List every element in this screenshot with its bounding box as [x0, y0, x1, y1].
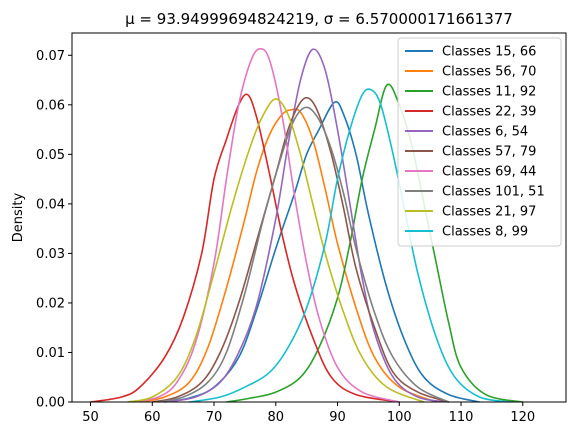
- y-tick-label: 0.04: [36, 197, 65, 212]
- x-tick-label: 60: [144, 410, 161, 425]
- y-tick-label: 0.03: [36, 247, 65, 262]
- x-tick-label: 80: [268, 410, 285, 425]
- series-line-5: [164, 48, 449, 403]
- legend-label: Classes 56, 70: [442, 65, 536, 80]
- series-line-4: [90, 93, 400, 403]
- series-line-10: [189, 88, 511, 403]
- x-tick-label: 90: [329, 410, 346, 425]
- series-line-1: [164, 101, 480, 403]
- y-tick-label: 0.02: [36, 296, 65, 311]
- legend-label: Classes 57, 79: [442, 145, 536, 160]
- x-tick-label: 120: [510, 410, 535, 425]
- x-tick-label: 70: [206, 410, 223, 425]
- y-axis-label: Density: [11, 192, 26, 242]
- x-tick-label: 110: [449, 410, 474, 425]
- series-line-8: [158, 106, 450, 403]
- legend-label: Classes 11, 92: [442, 85, 536, 100]
- series-line-7: [133, 47, 400, 403]
- legend-label: Classes 22, 39: [442, 105, 536, 120]
- y-tick-label: 0.00: [36, 396, 65, 411]
- chart-title: μ = 93.94999694824219, σ = 6.57000017166…: [125, 10, 513, 28]
- series-line-9: [127, 98, 425, 403]
- legend-label: Classes 6, 54: [442, 125, 528, 140]
- plot-series: [90, 47, 523, 403]
- legend: Classes 15, 66 Classes 56, 70 Classes 11, …: [397, 37, 562, 247]
- x-tick-label: 50: [82, 410, 99, 425]
- legend-label: Classes 101, 51: [442, 185, 545, 200]
- series-line-6: [152, 96, 449, 403]
- x-axis: 50 60 70 80 90 100 110 120: [82, 402, 535, 425]
- plot-frame: [71, 32, 567, 403]
- legend-label: Classes 8, 99: [442, 225, 528, 240]
- y-tick-label: 0.05: [36, 148, 65, 163]
- y-axis: 0.00 0.01 0.02 0.03 0.04 0.05 0.06 0.07: [36, 49, 72, 411]
- legend-label: Classes 69, 44: [442, 165, 536, 180]
- y-tick-label: 0.07: [36, 49, 65, 64]
- legend-label: Classes 21, 97: [442, 205, 536, 220]
- legend-label: Classes 15, 66: [442, 45, 536, 60]
- x-tick-label: 100: [387, 410, 412, 425]
- legend-box: [397, 37, 562, 247]
- series-line-3: [226, 83, 523, 403]
- y-tick-label: 0.06: [36, 98, 65, 113]
- y-tick-label: 0.01: [36, 346, 65, 361]
